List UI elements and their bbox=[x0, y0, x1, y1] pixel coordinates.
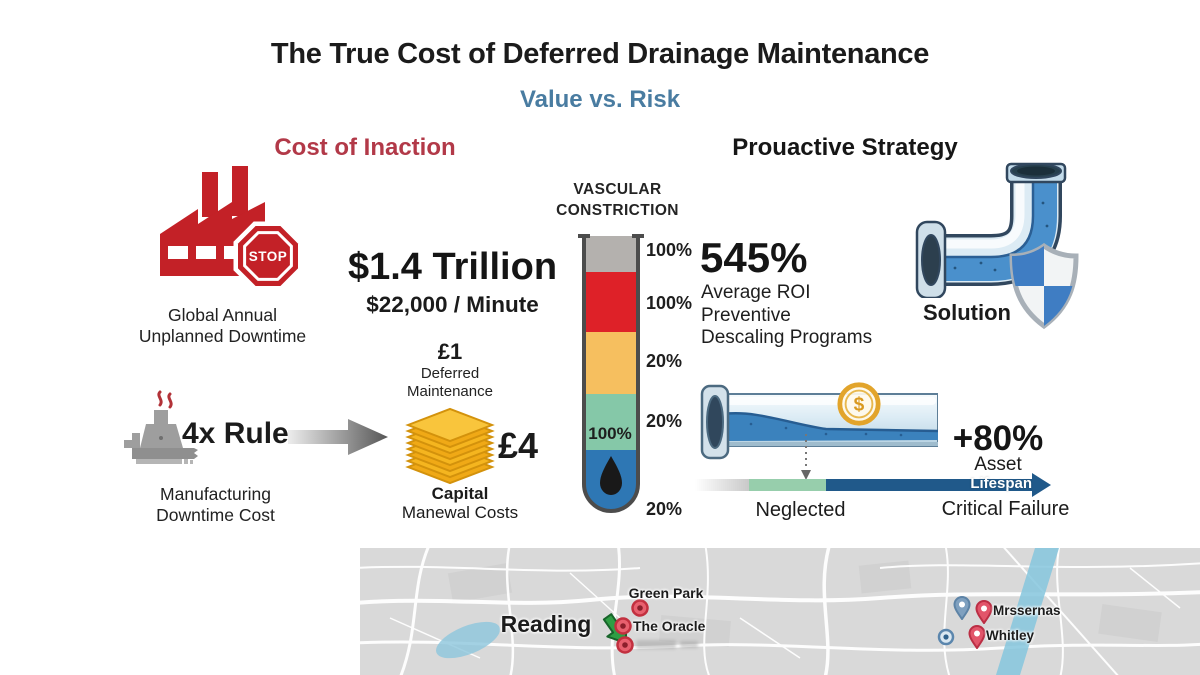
timeline-arrowhead-icon bbox=[1032, 473, 1051, 497]
poi-pin-mrssernas-icon bbox=[975, 600, 993, 624]
downtime-rate: $22,000 / Minute bbox=[366, 292, 539, 317]
page-title: The True Cost of Deferred Drainage Maint… bbox=[270, 38, 930, 70]
downtime-caption: Global Annual Unplanned Downtime bbox=[138, 305, 307, 346]
poi-pin-whitley-icon bbox=[968, 625, 986, 649]
timeline-arrow-label: Lifespan bbox=[970, 475, 1032, 492]
map-river bbox=[996, 548, 1059, 675]
ratio-numerator: £1 bbox=[437, 339, 463, 364]
stop-sign-icon: STOP bbox=[233, 221, 303, 291]
timeline-neglected-segment bbox=[749, 479, 826, 491]
poi-pin-green-park-icon bbox=[631, 599, 649, 617]
map-background bbox=[354, 542, 1200, 675]
dotted-down-arrow-icon bbox=[801, 434, 811, 480]
manufacturing-plant-icon bbox=[124, 390, 198, 464]
gauge-segment-gray bbox=[584, 236, 638, 272]
dollar-coin-icon: $ bbox=[837, 382, 881, 426]
timeline-fade-segment bbox=[695, 479, 749, 491]
four-x-rule-caption: Manufacturing Downtime Cost bbox=[156, 484, 275, 525]
gauge-label-4: 20% bbox=[646, 499, 683, 519]
map-water-patch bbox=[436, 621, 500, 659]
map-city-label: Reading bbox=[500, 611, 592, 637]
gauge-inner-label: 100% bbox=[588, 424, 632, 443]
gauge-label-1: 100% bbox=[646, 293, 693, 313]
section-heading-proactive-strategy: Prouactive Strategy bbox=[732, 134, 958, 161]
test-tube-gauge bbox=[578, 234, 644, 513]
map-region: Reading Green Park The Oracle bbox=[354, 542, 1200, 675]
target-marker-icon bbox=[937, 628, 955, 646]
map-pin-label-green-park: Green Park bbox=[628, 585, 704, 601]
roi-caption: Average ROI Preventive Descaling Program… bbox=[701, 282, 873, 348]
four-x-rule-value: 4x Rule bbox=[182, 417, 289, 450]
map-pin-label-the-oracle: The Oracle bbox=[633, 618, 706, 634]
gauge-segment-red bbox=[584, 272, 638, 332]
gold-stack-icon bbox=[407, 408, 493, 484]
ratio-denominator: £4 bbox=[498, 425, 539, 466]
gauge-segment-teal bbox=[584, 394, 638, 450]
timeline-lifespan-segment bbox=[826, 479, 1032, 491]
map-pin-label-whitley: Whitley bbox=[986, 628, 1035, 643]
timeline-end-label: Critical Failure bbox=[941, 498, 1070, 520]
lifespan-value: +80% bbox=[952, 419, 1044, 458]
svg-text:STOP: STOP bbox=[249, 249, 288, 264]
page-subtitle: Value vs. Risk bbox=[519, 86, 681, 113]
illegible-map-text-2 bbox=[680, 641, 698, 648]
roi-value: 545% bbox=[700, 234, 808, 281]
shield-icon bbox=[1009, 243, 1079, 329]
poi-pin-unlabeled-icon bbox=[616, 636, 634, 654]
ratio-denominator-caption-1: Capital bbox=[431, 484, 489, 503]
arrow-right-icon bbox=[288, 419, 388, 455]
ratio-denominator-caption-2: Manewal Costs bbox=[401, 503, 519, 522]
gauge-title: VASCULAR CONSTRICTION bbox=[556, 181, 679, 219]
ratio-numerator-caption: Deferred Maintenance bbox=[407, 365, 493, 400]
downtime-value: $1.4 Trillion bbox=[347, 246, 558, 288]
illegible-map-text bbox=[636, 640, 676, 649]
blue-teardrop-pin-icon bbox=[953, 596, 971, 620]
gauge-label-3: 20% bbox=[646, 411, 683, 431]
lifespan-caption: Asset bbox=[974, 454, 1022, 475]
factory-stop-icon: STOP bbox=[160, 166, 303, 291]
section-heading-cost-of-inaction: Cost of Inaction bbox=[274, 134, 456, 161]
solution-label: Solution bbox=[923, 300, 1011, 325]
droplet-icon bbox=[600, 456, 622, 495]
timeline-start-label: Neglected bbox=[755, 499, 846, 521]
gauge-label-0: 100% bbox=[646, 240, 693, 260]
gauge-segment-yellow bbox=[584, 332, 638, 394]
svg-text:$: $ bbox=[854, 395, 865, 416]
map-pin-label-mrssernas: Mrssernas bbox=[993, 603, 1061, 618]
straight-pipe-icon bbox=[700, 384, 938, 460]
poi-pin-the-oracle-icon bbox=[614, 617, 632, 635]
gauge-label-2: 20% bbox=[646, 351, 683, 371]
